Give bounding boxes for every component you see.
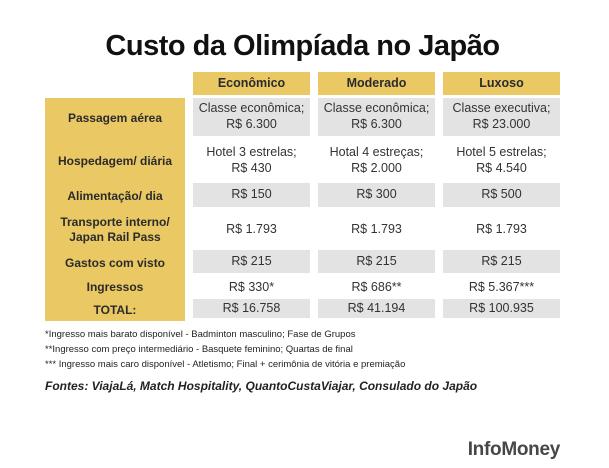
column-header-moderado: Moderado: [310, 72, 435, 98]
row-label-alimentacao: Alimentação/ dia: [45, 183, 185, 210]
table-cell: Hotal 4 estreças; R$ 2.000: [310, 139, 435, 183]
footnote-cheapest-ticket: *Ingresso mais barato disponível - Badmi…: [45, 329, 356, 340]
row-label-hospedagem: Hospedagem/ diária: [45, 139, 185, 183]
table-cell: R$ 1.793: [435, 210, 560, 250]
table-cell-total: R$ 16.758: [185, 299, 310, 321]
table-cell: Hotel 3 estrelas; R$ 430: [185, 139, 310, 183]
table-cell-total: R$ 41.194: [310, 299, 435, 321]
table-cell: R$ 1.793: [310, 210, 435, 250]
table-corner-spacer: [45, 72, 185, 98]
table-cell: R$ 500: [435, 183, 560, 210]
table-cell: Classe econômica; R$ 6.300: [310, 98, 435, 139]
table-cell: Classe econômica; R$ 6.300: [185, 98, 310, 139]
table-cell-total: R$ 100.935: [435, 299, 560, 321]
table-cell: Hotel 5 estrelas; R$ 4.540: [435, 139, 560, 183]
column-header-economico: Econômico: [185, 72, 310, 98]
row-label-ingressos: Ingressos: [45, 276, 185, 299]
footnote-intermediate-ticket: **Ingresso com preço intermediário - Bas…: [45, 344, 353, 355]
table-cell: R$ 5.367***: [435, 276, 560, 299]
row-label-total: TOTAL:: [45, 299, 185, 321]
page-title: Custo da Olimpíada no Japão: [105, 30, 500, 62]
table-cell: R$ 215: [185, 250, 310, 276]
table-cell: R$ 150: [185, 183, 310, 210]
footnotes: *Ingresso mais barato disponível - Badmi…: [45, 327, 560, 372]
table-cell: Classe executiva; R$ 23.000: [435, 98, 560, 139]
row-label-gastos-visto: Gastos com visto: [45, 250, 185, 276]
table-cell: R$ 1.793: [185, 210, 310, 250]
column-header-luxoso: Luxoso: [435, 72, 560, 98]
table-cell: R$ 215: [310, 250, 435, 276]
sources-line: Fontes: ViajaLá, Match Hospitality, Quan…: [45, 379, 478, 393]
table-cell: R$ 300: [310, 183, 435, 210]
footnote-most-expensive-ticket: *** Ingresso mais caro disponível - Atle…: [45, 359, 406, 370]
infomoney-logo: InfoMoney: [467, 439, 561, 460]
row-label-transporte: Transporte interno/ Japan Rail Pass: [45, 210, 185, 250]
table-cell: R$ 215: [435, 250, 560, 276]
cost-table: Econômico Moderado Luxoso Passagem aérea…: [45, 72, 560, 321]
table-cell: R$ 330*: [185, 276, 310, 299]
table-cell: R$ 686**: [310, 276, 435, 299]
row-label-passagem-aerea: Passagem aérea: [45, 98, 185, 139]
